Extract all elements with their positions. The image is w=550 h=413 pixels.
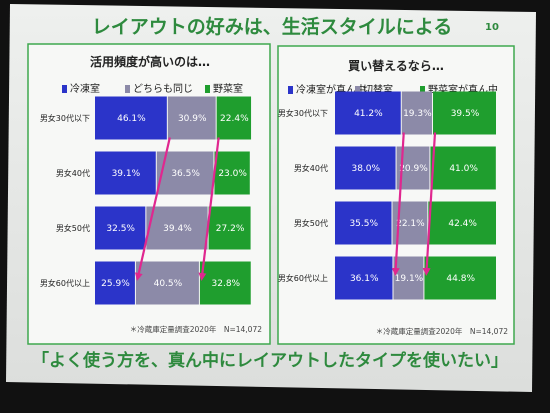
- left-legend: 冷凍室 どちらも同じ 野菜室: [62, 82, 243, 95]
- left-value-label-3-2: 32.8%: [212, 279, 241, 289]
- left-value-label-1-0: 39.1%: [112, 169, 141, 179]
- left-category-label-3: 男女60代以上: [40, 278, 90, 288]
- right-value-label-1-0: 38.0%: [351, 164, 380, 174]
- right-bar-0-0: [335, 91, 401, 135]
- right-shift-arrow-0: [391, 132, 405, 276]
- left-legend-swatch-1: [125, 85, 130, 93]
- left-arrows: [134, 137, 220, 281]
- right-value-label-2-2: 42.4%: [448, 219, 477, 229]
- right-category-label-2: 男女50代: [294, 218, 328, 228]
- left-value-label-1-2: 23.0%: [218, 169, 247, 179]
- right-bar-0-2: [433, 91, 496, 135]
- left-value-label-0-2: 22.4%: [220, 114, 249, 124]
- left-panel-title: 活用頻度が高いのは…: [90, 54, 210, 69]
- right-value-label-3-1: 19.1%: [395, 274, 424, 284]
- left-value-label-2-1: 39.4%: [163, 224, 192, 234]
- right-legend-swatch-0: [288, 86, 293, 94]
- right-category-label-1: 男女40代: [294, 163, 328, 173]
- left-legend-swatch-0: [62, 85, 67, 93]
- left-value-label-2-0: 32.5%: [106, 224, 135, 234]
- right-source-note: ＊冷蔵庫定量調査2020年 N=14,072: [376, 326, 508, 336]
- right-arrows: [391, 132, 437, 276]
- left-bar-0-0: [95, 96, 167, 140]
- right-value-label-3-0: 36.1%: [350, 274, 379, 284]
- right-bar-2-2: [428, 201, 496, 245]
- right-bar-2-0: [335, 201, 392, 245]
- slide-title: レイアウトの好みは、生活スタイルによる: [92, 15, 452, 38]
- left-bar-3-1: [135, 261, 199, 305]
- right-category-label-0: 男女30代以下: [278, 108, 328, 118]
- left-bar-1-1: [156, 151, 214, 195]
- right-value-label-0-0: 41.2%: [354, 109, 383, 119]
- right-bar-0-1: [401, 91, 433, 135]
- left-bar-3-2: [199, 261, 251, 305]
- right-legend-swatch-1: [355, 86, 360, 94]
- left-shift-arrow-1: [198, 137, 220, 281]
- left-value-label-3-1: 40.5%: [154, 279, 183, 289]
- left-legend-label-1: どちらも同じ: [133, 83, 193, 95]
- right-value-label-0-2: 39.5%: [451, 109, 480, 119]
- left-category-label-0: 男女30代以下: [40, 113, 90, 123]
- right-legend-swatch-2: [420, 86, 425, 94]
- right-shift-arrow-1: [422, 132, 437, 276]
- right-value-label-3-2: 44.8%: [446, 274, 475, 284]
- left-value-label-0-1: 30.9%: [178, 114, 207, 124]
- left-legend-swatch-2: [205, 85, 210, 93]
- right-panel-title: 買い替えるなら…: [348, 58, 444, 73]
- left-legend-label-0: 冷凍室: [70, 82, 100, 95]
- left-bar-1-0: [95, 151, 156, 195]
- left-shift-arrow-0: [134, 137, 171, 281]
- right-category-label-3: 男女60代以上: [278, 273, 328, 283]
- right-bar-3-1: [393, 256, 424, 300]
- left-category-label-1: 男女40代: [56, 168, 90, 178]
- left-source-note: ＊冷蔵庫定量調査2020年 N=14,072: [130, 324, 262, 334]
- left-bar-2-1: [146, 206, 208, 250]
- right-bar-1-2: [430, 146, 496, 190]
- right-value-label-2-1: 22.1%: [396, 219, 425, 229]
- right-value-label-1-1: 20.9%: [399, 164, 428, 174]
- left-value-label-1-1: 36.5%: [171, 169, 200, 179]
- right-value-label-1-2: 41.0%: [449, 164, 478, 174]
- left-bar-3-0: [95, 261, 135, 305]
- right-value-label-2-0: 35.5%: [349, 219, 378, 229]
- left-value-label-3-0: 25.9%: [101, 279, 130, 289]
- left-bar-0-2: [216, 96, 252, 140]
- left-bar-1-2: [214, 151, 250, 195]
- left-legend-label-2: 野菜室: [213, 82, 243, 95]
- left-category-label-2: 男女50代: [56, 223, 90, 233]
- right-bar-1-0: [335, 146, 396, 190]
- left-bars: 男女30代以下 46.1% 30.9% 22.4% 男女40代 39.1% 36.5% 23.…: [40, 96, 252, 305]
- page-number: 10: [485, 22, 499, 33]
- left-bar-2-2: [208, 206, 251, 250]
- right-bar-3-0: [335, 256, 393, 300]
- left-value-label-0-0: 46.1%: [117, 114, 146, 124]
- left-chart-panel: 活用頻度が高いのは… 冷凍室 どちらも同じ 野菜室 男女30代以下 46.1% 30.9…: [27, 43, 271, 345]
- footer-message: 「よく使う方を、真ん中にレイアウトしたタイプを使いたい」: [32, 350, 508, 371]
- right-bar-3-2: [424, 256, 496, 300]
- right-value-label-0-1: 19.3%: [403, 109, 432, 119]
- left-bar-0-1: [167, 96, 216, 140]
- left-bar-2-0: [95, 206, 146, 250]
- left-value-label-2-2: 27.2%: [216, 224, 245, 234]
